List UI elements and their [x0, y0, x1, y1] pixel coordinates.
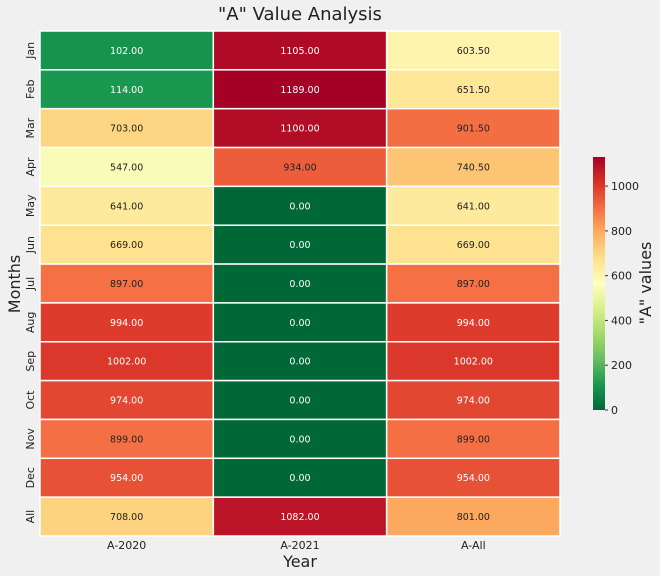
heatmap-cell: [212, 107, 388, 149]
colorbar-label: "A" values: [636, 242, 655, 325]
cell-value-label: 651.50: [457, 85, 490, 96]
y-tick-label: May: [24, 194, 37, 217]
cell-value-label: 974.00: [457, 396, 490, 407]
colorbar-tick-label: 1000: [611, 180, 639, 193]
y-tick-label: Mar: [24, 117, 37, 138]
cell-value-label: 1002.00: [107, 357, 146, 368]
heatmap-cell: [39, 263, 215, 304]
cell-value-label: 1082.00: [280, 512, 319, 523]
y-tick-label: Jun: [24, 236, 37, 254]
heatmap-cell: [385, 263, 561, 304]
y-tick-labels: Jan Feb Mar Apr May Jun Jul Aug Sep Oct Nov Dec All: [24, 42, 37, 523]
heatmap-cell: [39, 379, 215, 421]
cell-value-label: 669.00: [457, 240, 490, 251]
heatmap-cell: [385, 418, 561, 460]
cell-value-label: 114.00: [110, 85, 143, 96]
y-axis-label: Months: [5, 255, 24, 313]
heatmap-cell: [385, 457, 561, 498]
cell-value-label: 0.00: [289, 240, 310, 251]
cell-value-label: 0.00: [289, 201, 310, 212]
heatmap-cell: [385, 302, 561, 343]
heatmap-cell: [212, 379, 388, 421]
cell-value-label: 641.00: [457, 201, 490, 212]
cell-value-label: 1002.00: [454, 357, 493, 368]
cell-value-label: 0.00: [289, 396, 310, 407]
heatmap-cell: [39, 302, 215, 343]
heatmap-cell: [385, 69, 561, 110]
cell-value-label: 934.00: [283, 162, 316, 173]
cell-value-label: 899.00: [110, 434, 143, 445]
y-tick-label: Sep: [24, 351, 37, 372]
heatmap-cell: [212, 263, 388, 304]
y-tick-label: All: [24, 510, 37, 524]
cell-value-label: 669.00: [110, 240, 143, 251]
heatmap-cells: 102.00 1105.00 603.50 114.00 1189.00 651.50 70…: [39, 30, 561, 537]
colorbar-tick-label: 200: [611, 359, 632, 372]
cell-value-label: 974.00: [110, 396, 143, 407]
cell-value-label: 1100.00: [280, 124, 319, 135]
y-tick-label: Dec: [24, 467, 37, 488]
cell-value-label: 641.00: [110, 201, 143, 212]
heatmap-cell: [385, 496, 561, 537]
heatmap-cell: [39, 224, 215, 265]
x-axis-label: Year: [282, 552, 317, 571]
colorbar-gradient: [593, 157, 605, 410]
cell-value-label: 0.00: [289, 279, 310, 290]
heatmap-cell: [385, 341, 561, 382]
cell-value-label: 1105.00: [280, 46, 319, 57]
y-tick-label: Jan: [24, 42, 37, 60]
chart-title: "A" Value Analysis: [218, 4, 382, 25]
y-tick-label: Oct: [24, 390, 37, 410]
cell-value-label: 0.00: [289, 318, 310, 329]
x-tick-label: A-2020: [107, 539, 146, 552]
heatmap-cell: [385, 379, 561, 421]
cell-value-label: 899.00: [457, 434, 490, 445]
cell-value-label: 901.50: [457, 124, 490, 135]
cell-value-label: 740.50: [457, 162, 490, 173]
x-tick-label: A-All: [461, 539, 486, 552]
y-tick-label: Jul: [24, 277, 37, 291]
cell-value-label: 897.00: [457, 279, 490, 290]
colorbar: 0 200 400 600 800 1000: [593, 157, 639, 417]
cell-value-label: 954.00: [457, 473, 490, 484]
colorbar-tick-label: 0: [611, 404, 618, 417]
cell-value-label: 0.00: [289, 357, 310, 368]
heatmap-cell: [39, 418, 215, 460]
cell-value-label: 1189.00: [280, 85, 319, 96]
colorbar-tick-label: 800: [611, 225, 632, 238]
cell-value-label: 801.00: [457, 512, 490, 523]
heatmap-cell: [39, 496, 215, 537]
colorbar-tick-label: 400: [611, 314, 632, 327]
y-tick-label: Apr: [24, 157, 37, 177]
colorbar-tick-label: 600: [611, 270, 632, 283]
cell-value-label: 0.00: [289, 473, 310, 484]
heatmap-cell: [212, 185, 388, 226]
cell-value-label: 994.00: [110, 318, 143, 329]
cell-value-label: 897.00: [110, 279, 143, 290]
cell-value-label: 603.50: [457, 46, 490, 57]
y-tick-label: Nov: [24, 428, 37, 450]
heatmap-cell: [212, 30, 388, 71]
cell-value-label: 0.00: [289, 434, 310, 445]
heatmap-cell: [39, 146, 215, 188]
cell-value-label: 703.00: [110, 124, 143, 135]
heatmap-cell: [39, 30, 215, 71]
heatmap-cell: [212, 496, 388, 537]
cell-value-label: 547.00: [110, 162, 143, 173]
x-tick-labels: A-2020 A-2021 A-All: [107, 539, 486, 552]
heatmap-cell: [212, 302, 388, 343]
cell-value-label: 102.00: [110, 46, 143, 57]
cell-value-label: 994.00: [457, 318, 490, 329]
heatmap-cell: [212, 224, 388, 265]
x-tick-label: A-2021: [280, 539, 319, 552]
heatmap-cell: [385, 146, 561, 188]
y-tick-label: Feb: [24, 80, 37, 99]
cell-value-label: 708.00: [110, 512, 143, 523]
y-tick-label: Aug: [24, 312, 37, 333]
heatmap-cell: [385, 224, 561, 265]
cell-value-label: 954.00: [110, 473, 143, 484]
